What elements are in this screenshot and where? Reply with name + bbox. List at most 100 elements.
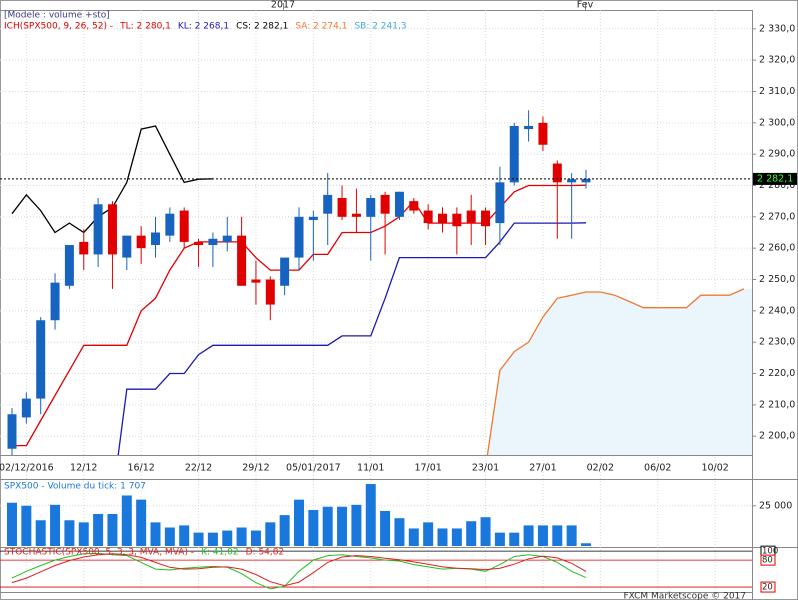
- volume-bar: [179, 525, 190, 546]
- candle-body: [423, 210, 433, 224]
- volume-bar: [437, 528, 448, 546]
- y-tick-label: 2 300,0: [759, 117, 795, 128]
- x-tick-label: 12/12: [70, 463, 97, 474]
- x-tick-label: 22/12: [185, 463, 212, 474]
- candle-body: [509, 125, 519, 183]
- y-tick-label: 2 280,0: [759, 180, 795, 191]
- candle-body: [7, 414, 17, 449]
- level-box: [760, 554, 776, 566]
- x-tick-label: 16/12: [127, 463, 154, 474]
- candle-body: [323, 194, 333, 214]
- y-tick-label: 25 000: [759, 500, 792, 511]
- volume-bar: [78, 522, 89, 546]
- legend-entry: K: 41,02: [201, 548, 239, 558]
- x-tick-label: 05/01/2017: [286, 463, 341, 474]
- volume-bar: [581, 543, 591, 546]
- candle-body: [136, 235, 146, 249]
- volume-bar: [294, 499, 304, 546]
- candle-body: [337, 198, 347, 217]
- candle-body: [64, 245, 74, 286]
- candle-body: [452, 213, 462, 227]
- volume-bar: [537, 525, 548, 546]
- volume-bar: [351, 504, 362, 546]
- volume-bar: [50, 504, 61, 546]
- volume-bar: [408, 528, 419, 546]
- y-tick-label: 100: [762, 547, 778, 557]
- candle-body: [524, 125, 534, 130]
- y-tick-label: 2 240,0: [759, 305, 795, 316]
- candle-body: [122, 235, 132, 258]
- plot-area: [7, 484, 591, 546]
- y-tick-label: 80: [762, 556, 773, 566]
- y-tick-label: 2 200,0: [759, 431, 795, 442]
- candle-body: [538, 122, 548, 145]
- candle-body: [208, 238, 218, 246]
- candle-body: [495, 182, 505, 224]
- volume-bar: [480, 517, 491, 546]
- candle-body: [581, 178, 591, 183]
- candle-body: [21, 398, 31, 418]
- candle-body: [294, 216, 304, 258]
- candle-body: [567, 179, 577, 183]
- x-tick-label: 27/01: [529, 463, 556, 474]
- volume-bar: [523, 525, 534, 546]
- candle-body: [222, 235, 232, 242]
- volume-bar: [394, 518, 405, 546]
- candle-body: [50, 282, 60, 321]
- y-tick-label: 2 250,0: [759, 274, 795, 285]
- volume-bar: [236, 527, 247, 546]
- candle-body: [93, 204, 103, 255]
- panel-title: SPX500 - Volume du tick: 1 707: [4, 482, 146, 492]
- legend-entry: ICH(SPX500, 9, 26, 52) -: [4, 22, 113, 32]
- x-tick-label: 11/01: [357, 463, 384, 474]
- volume-bar: [423, 522, 434, 546]
- volume-bar: [64, 520, 75, 546]
- candle-body: [179, 210, 189, 242]
- x-tick-label: 06/02: [644, 463, 671, 474]
- volume-bar: [107, 513, 118, 546]
- y-tick-label: 2 210,0: [759, 399, 795, 410]
- volume-bar: [164, 527, 175, 546]
- legend-entry: STOCHASTIC(SPX500, 5, 3, 3, MVA, MVA) -: [4, 548, 194, 558]
- candle-body: [481, 210, 491, 227]
- candle-body: [366, 198, 376, 217]
- period-label: 2017: [271, 0, 295, 11]
- candle-body: [394, 191, 404, 217]
- volume-bar: [466, 521, 477, 546]
- candle-body: [265, 279, 275, 305]
- candle-body: [552, 163, 562, 183]
- volume-bar: [566, 525, 577, 546]
- y-tick-label: 2 290,0: [759, 149, 795, 160]
- volume-bar: [265, 522, 276, 546]
- x-tick-label: 17/01: [414, 463, 441, 474]
- volume-bar: [121, 495, 132, 546]
- volume-bar: [222, 530, 233, 546]
- y-tick-label: 20: [762, 583, 773, 593]
- y-tick-label: 2 310,0: [759, 86, 795, 97]
- volume-bar: [509, 532, 520, 546]
- series-line: [117, 222, 587, 455]
- candle-body: [237, 235, 247, 286]
- candle-body: [280, 257, 290, 286]
- candle-body: [165, 213, 175, 236]
- volume-bar: [7, 502, 17, 546]
- volume-bar: [494, 532, 505, 546]
- x-tick-label: 10/02: [701, 463, 728, 474]
- legend-entry: TL: 2 280,1: [119, 22, 171, 32]
- legend-entry: CS: 2 282,1: [236, 22, 288, 32]
- level-box: [760, 581, 776, 593]
- candle-body: [466, 210, 476, 224]
- candle-body: [79, 241, 89, 255]
- candle-body: [36, 320, 46, 399]
- chart-title: [Modele : volume +sto]: [4, 11, 110, 21]
- candle-body: [107, 204, 117, 255]
- volume-bar: [150, 522, 161, 546]
- volume-bar: [250, 530, 261, 546]
- volume-bar: [93, 513, 104, 546]
- y-tick-label: 2 230,0: [759, 337, 795, 348]
- legend-entry: D: 54,82: [246, 548, 285, 558]
- y-tick-label: 2 220,0: [759, 368, 795, 379]
- footer: FXCM Marketscope © 2017: [623, 592, 746, 600]
